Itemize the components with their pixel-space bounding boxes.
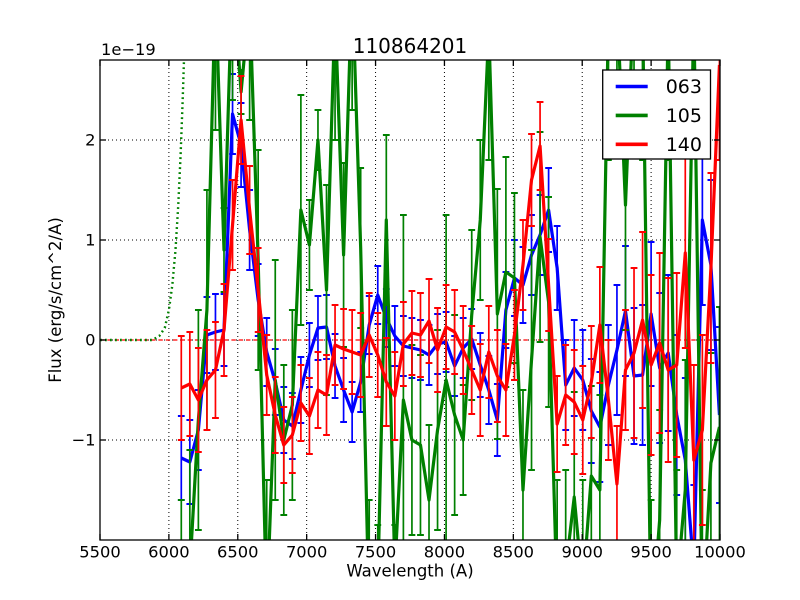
legend-label-063: 063 xyxy=(666,76,702,98)
x-tick-label: 8500 xyxy=(493,543,534,562)
x-tick-label: 6500 xyxy=(217,543,258,562)
y-tick-label: 1 xyxy=(85,231,95,250)
x-tick-label: 9000 xyxy=(562,543,603,562)
x-tick-label: 10000 xyxy=(694,543,746,562)
tick-marks xyxy=(99,60,721,540)
legend: 063 105 140 xyxy=(602,69,712,160)
chart-title: 110864201 xyxy=(353,34,468,58)
legend-label-105: 105 xyxy=(666,105,702,127)
x-tick-label: 7000 xyxy=(286,543,327,562)
series-line-063 xyxy=(180,112,720,540)
x-tick-label: 9500 xyxy=(630,543,671,562)
x-tick-label: 6000 xyxy=(148,543,189,562)
legend-label-140: 140 xyxy=(666,134,702,156)
tick-labels: 5500 6000 6500 7000 7500 8000 8500 9000 9500 1000… xyxy=(71,131,745,562)
axes-spines xyxy=(99,59,721,541)
x-tick-label: 5500 xyxy=(79,543,120,562)
y-tick-label: −1 xyxy=(71,431,95,450)
y-axis-label: Flux (erg/s/cm^2/A) xyxy=(46,217,65,383)
y-tick-label: 2 xyxy=(85,131,95,150)
plot-area xyxy=(100,60,720,540)
y-tick-label: 0 xyxy=(85,331,95,350)
model-curve xyxy=(100,60,186,342)
y-axis-offset-text: 1e−19 xyxy=(101,40,156,59)
series-line-140 xyxy=(180,64,720,486)
x-axis-label: Wavelength (A) xyxy=(346,562,473,581)
series-140 xyxy=(177,60,720,540)
x-tick-label: 7500 xyxy=(355,543,396,562)
x-tick-label: 8000 xyxy=(424,543,465,562)
